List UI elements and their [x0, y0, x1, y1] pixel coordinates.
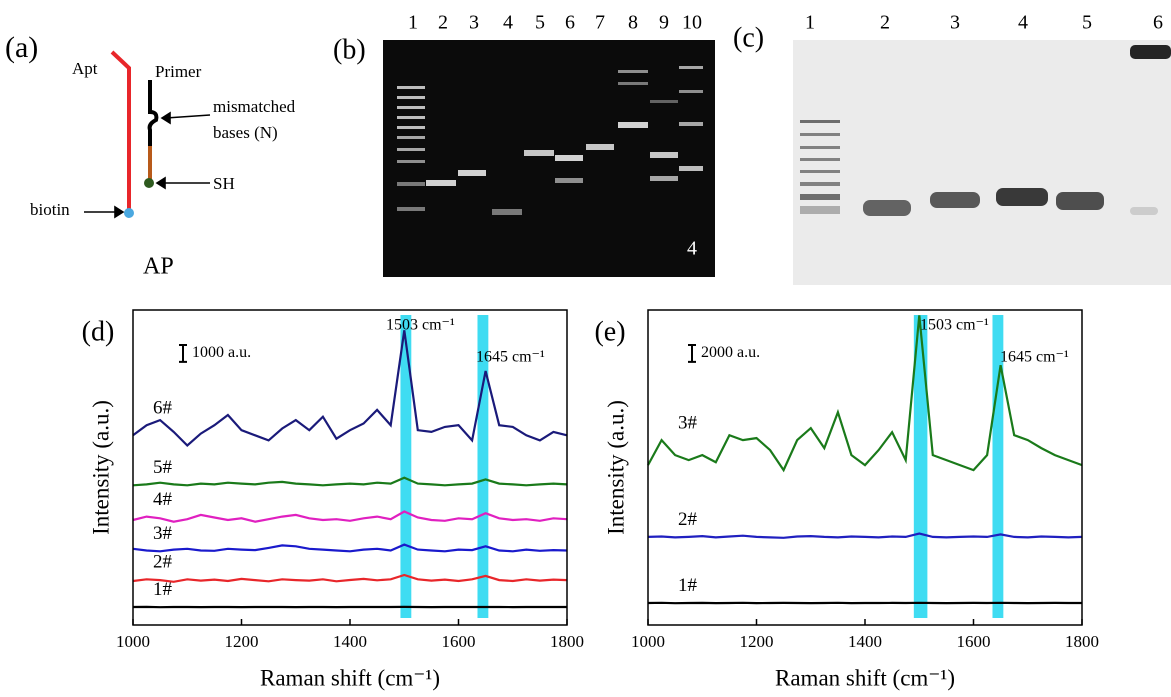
caption: AP [143, 254, 174, 280]
highlight-band [913, 315, 928, 618]
label: Primer [155, 62, 202, 81]
highlight-band [992, 315, 1004, 618]
x-tick-label: 1600 [957, 632, 991, 651]
lane-label: 10 [682, 12, 702, 34]
label: SH [213, 174, 235, 193]
lane-label: 9 [659, 12, 669, 34]
scale-bar-label: 2000 a.u. [701, 344, 760, 361]
panel-label: (a) [5, 31, 38, 64]
biotin-dot [124, 208, 134, 218]
lane-label: 6 [1153, 12, 1163, 34]
scale-bar-label: 1000 a.u. [192, 344, 251, 361]
x-tick-label: 1600 [442, 632, 476, 651]
lane-label: 2 [880, 12, 890, 34]
gel-image [793, 40, 1171, 285]
peak-annotation: 1503 cm⁻¹ [386, 317, 455, 334]
spectrum-line [132, 510, 568, 523]
label: bases (N) [213, 123, 278, 142]
bands [397, 66, 703, 215]
x-tick-label: 1800 [1065, 632, 1099, 651]
panel-label: (e) [594, 316, 625, 347]
gel-b: (b) 4 [333, 34, 715, 277]
x-tick-label: 1000 [116, 632, 150, 651]
diagram-a: (a) Apt Primer mismatched bases (N) SH b… [5, 31, 296, 280]
x-tick-label: 1000 [631, 632, 665, 651]
panel-label: (d) [82, 316, 115, 347]
series-label: 5# [153, 457, 173, 478]
x-tick-label: 1200 [225, 632, 259, 651]
peak-annotation: 1645 cm⁻¹ [476, 349, 545, 366]
lane-label: 3 [950, 12, 960, 34]
lane-label: 8 [628, 12, 638, 34]
x-tick-label: 1800 [550, 632, 584, 651]
series-label: 2# [153, 552, 173, 573]
lane-label: 1 [805, 12, 815, 34]
series-label: 4# [153, 489, 173, 510]
lane-label: 5 [535, 12, 545, 34]
x-tick-label: 1400 [333, 632, 367, 651]
lane-label: 2 [438, 12, 448, 34]
scale-bar [179, 344, 187, 363]
spectrum-line [647, 315, 1083, 473]
series-label: 1# [153, 579, 173, 600]
sh-dot [144, 178, 154, 188]
series-label: 2# [678, 509, 698, 530]
series-label: 3# [678, 413, 698, 434]
peak-annotation: 1503 cm⁻¹ [920, 317, 989, 334]
spectrum-line [132, 330, 568, 448]
gel-image [383, 40, 715, 277]
spectrum-line [132, 476, 568, 487]
scale-bar [688, 344, 696, 363]
spectrum-line [132, 573, 568, 583]
label: Apt [72, 59, 98, 78]
inset-label: 4 [687, 238, 697, 260]
spectrum-line [647, 532, 1083, 539]
peak-annotation: 1645 cm⁻¹ [1000, 349, 1069, 366]
lane-label: 5 [1082, 12, 1092, 34]
lane-label: 3 [469, 12, 479, 34]
highlight-band [477, 315, 489, 618]
lane-label: 7 [595, 12, 605, 34]
x-tick-label: 1400 [848, 632, 882, 651]
gel-c: (c) [733, 22, 1171, 285]
label: biotin [30, 200, 70, 219]
panel-label: (c) [733, 22, 764, 53]
primer-strand [147, 80, 159, 146]
spectrum-line [132, 543, 568, 553]
x-tick-label: 1200 [740, 632, 774, 651]
series-label: 1# [678, 575, 698, 596]
lane-label: 1 [408, 12, 418, 34]
lane-label: 4 [503, 12, 513, 34]
x-axis-title: Raman shift (cm⁻¹) [260, 665, 440, 690]
series-label: 6# [153, 398, 173, 419]
lane-label: 4 [1018, 12, 1028, 34]
highlight-band [400, 315, 412, 618]
bands [800, 45, 1171, 216]
arrows [84, 111, 211, 219]
panel-label: (b) [333, 34, 366, 65]
lane-label: 6 [565, 12, 575, 34]
y-axis-title: Intensity (a.u.) [603, 400, 628, 535]
series-label: 3# [153, 523, 173, 544]
y-axis-title: Intensity (a.u.) [88, 400, 113, 535]
label: mismatched [213, 97, 296, 116]
apt-strand [110, 50, 131, 212]
x-axis-title: Raman shift (cm⁻¹) [775, 665, 955, 690]
